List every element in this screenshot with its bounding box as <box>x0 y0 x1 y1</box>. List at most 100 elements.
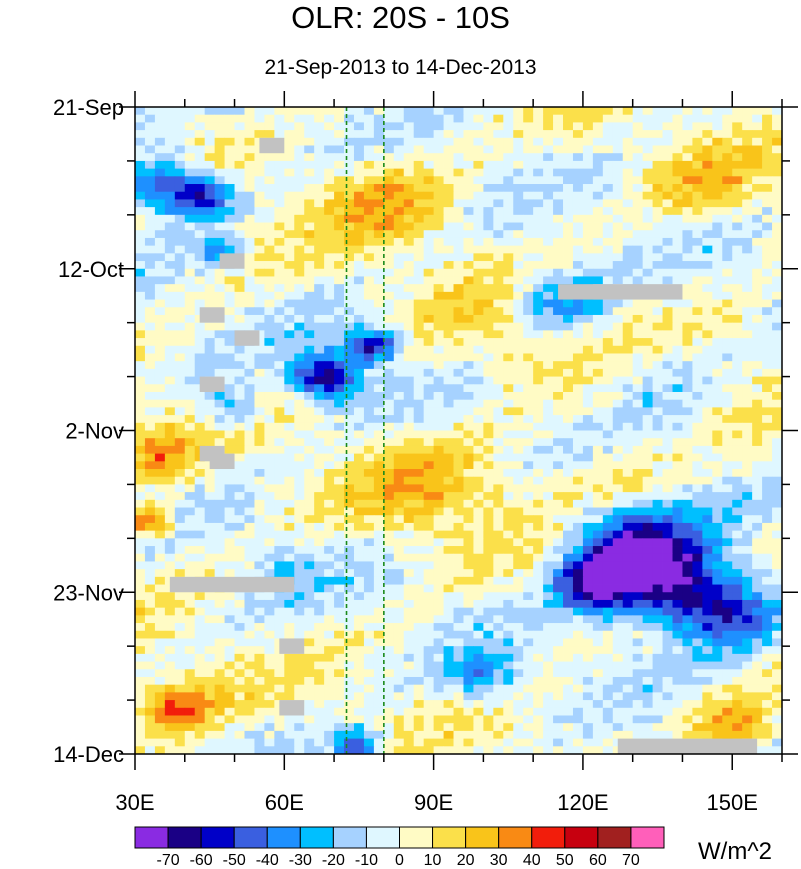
heatmap-cell <box>184 522 196 532</box>
heatmap-cell <box>752 646 763 655</box>
heatmap-cell <box>324 253 335 262</box>
heatmap-cell <box>383 692 395 701</box>
heatmap-cell <box>344 191 355 200</box>
heatmap-cell <box>353 484 365 493</box>
heatmap-cell <box>274 561 285 570</box>
heatmap-cell <box>642 361 653 370</box>
heatmap-cell <box>403 353 415 362</box>
heatmap-cell <box>662 484 673 493</box>
heatmap-cell <box>453 684 464 693</box>
heatmap-cell <box>722 399 733 408</box>
heatmap-cell <box>473 214 484 223</box>
heatmap-cell <box>642 453 653 462</box>
heatmap-cell <box>503 676 514 686</box>
heatmap-cell <box>652 615 663 624</box>
heatmap-cell <box>553 484 564 493</box>
heatmap-cell <box>752 230 763 239</box>
heatmap-cell <box>274 515 285 524</box>
heatmap-cell <box>344 230 355 239</box>
heatmap-cell <box>393 538 405 547</box>
heatmap-cell <box>294 476 305 485</box>
heatmap-cell <box>234 538 245 547</box>
heatmap-cell <box>194 438 206 447</box>
heatmap-cell <box>154 453 166 462</box>
heatmap-cell <box>672 299 683 308</box>
heatmap-cell <box>154 214 166 223</box>
heatmap-cell <box>164 284 176 293</box>
heatmap-cell <box>582 576 594 585</box>
heatmap-cell <box>154 499 166 508</box>
heatmap-cell <box>324 361 335 370</box>
heatmap-cell <box>393 653 405 662</box>
heatmap-cell <box>592 199 604 208</box>
heatmap-cell <box>602 307 614 316</box>
heatmap-cell <box>274 415 285 424</box>
heatmap-cell <box>135 261 146 270</box>
heatmap-cell <box>224 422 235 431</box>
heatmap-cell <box>523 484 534 493</box>
heatmap-cell <box>463 137 474 146</box>
heatmap-cell <box>174 307 186 316</box>
heatmap-cell <box>423 676 435 686</box>
heatmap-cell <box>184 630 196 639</box>
heatmap-cell <box>722 376 733 385</box>
heatmap-cell <box>214 515 225 524</box>
heatmap-cell <box>722 184 733 193</box>
heatmap-cell <box>722 415 733 424</box>
heatmap-cell <box>383 214 395 223</box>
heatmap-cell <box>572 476 584 485</box>
heatmap-cell <box>602 407 614 416</box>
heatmap-cell <box>244 237 255 247</box>
heatmap-cell <box>264 253 275 262</box>
heatmap-cell <box>344 261 355 270</box>
heatmap-cell <box>135 361 146 370</box>
heatmap-cell <box>135 469 146 478</box>
heatmap-cell <box>503 245 514 254</box>
heatmap-cell <box>742 546 753 555</box>
heatmap-cell <box>423 576 435 585</box>
heatmap-cell <box>722 307 733 316</box>
heatmap-cell <box>144 569 156 578</box>
heatmap-cell <box>443 530 454 539</box>
heatmap-cell <box>135 476 146 485</box>
heatmap-cell <box>772 214 783 223</box>
heatmap-cell <box>473 576 484 585</box>
heatmap-cell <box>164 299 176 308</box>
heatmap-cell <box>572 569 584 578</box>
heatmap-cell <box>572 530 584 539</box>
heatmap-cell <box>264 222 275 231</box>
heatmap-cell <box>443 230 454 239</box>
heatmap-cell <box>334 653 345 662</box>
heatmap-cell <box>154 599 166 609</box>
heatmap-cell <box>503 630 514 639</box>
heatmap-cell <box>702 445 713 454</box>
heatmap-cell <box>353 599 365 609</box>
heatmap-cell <box>135 137 146 146</box>
heatmap-cell <box>732 445 743 454</box>
heatmap-cell <box>314 230 325 239</box>
heatmap-cell <box>294 461 305 470</box>
heatmap-cell <box>762 107 773 116</box>
heatmap-cell <box>582 584 594 593</box>
heatmap-cell <box>702 276 713 285</box>
heatmap-cell <box>463 669 474 678</box>
heatmap-cell <box>672 430 683 439</box>
heatmap-cell <box>652 114 663 123</box>
heatmap-cell <box>662 615 673 624</box>
heatmap-cell <box>722 137 733 146</box>
heatmap-cell <box>154 145 166 154</box>
heatmap-cell <box>762 160 773 170</box>
heatmap-cell <box>752 430 763 439</box>
heatmap-cell <box>513 307 524 316</box>
heatmap-cell <box>543 222 554 231</box>
heatmap-cell <box>692 160 703 170</box>
heatmap-cell <box>144 384 156 393</box>
heatmap-cell <box>533 484 544 493</box>
heatmap-cell <box>184 145 196 154</box>
heatmap-cell <box>234 168 245 177</box>
heatmap-cell <box>752 415 763 424</box>
heatmap-cell <box>254 515 265 524</box>
heatmap-cell <box>214 599 225 609</box>
heatmap-cell <box>473 122 484 131</box>
heatmap-cell <box>493 407 504 416</box>
